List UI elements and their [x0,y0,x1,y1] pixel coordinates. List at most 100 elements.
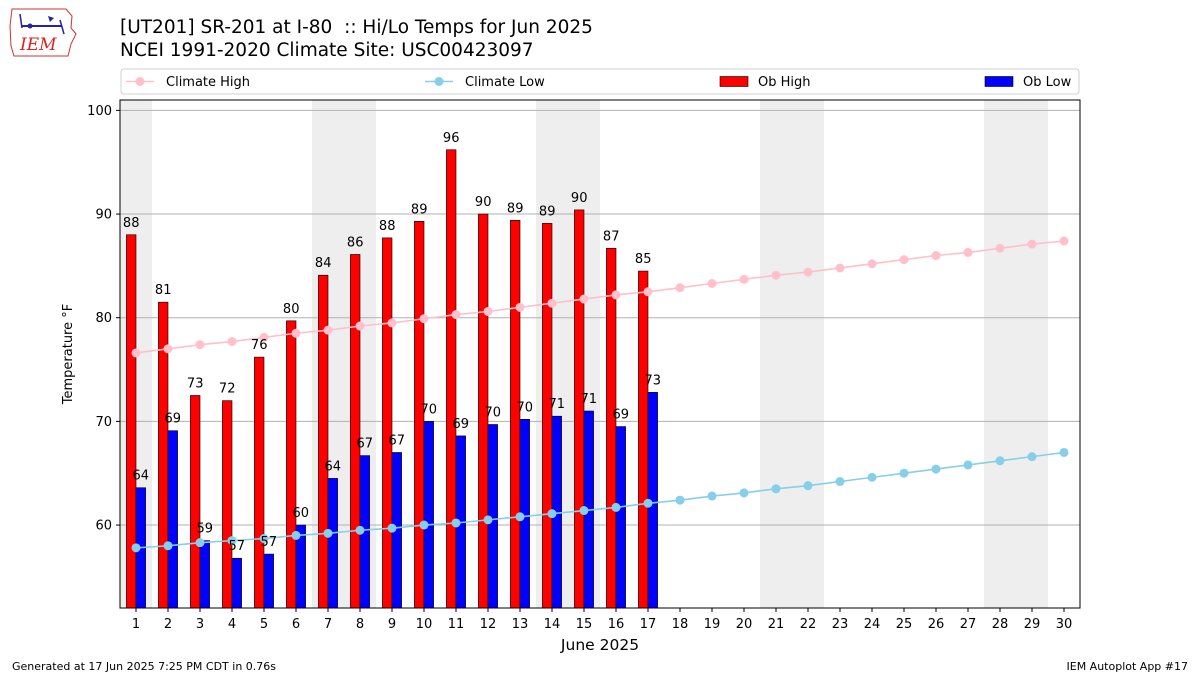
svg-text:IEM: IEM [19,35,57,55]
x-tick-label: 21 [768,617,785,632]
climate-low-point [195,538,205,548]
climate-high-point [739,274,749,284]
ob-high-bar [446,149,457,609]
climate-low-point [739,488,749,498]
climate-high-point [995,243,1005,253]
climate-low-point [419,520,429,530]
iem-logo: IEM [8,6,80,60]
ob-low-value-label: 57 [229,539,246,554]
climate-low-legend-marker [434,77,444,86]
climate-low-point [707,491,717,501]
weekend-shade [1016,100,1048,608]
climate-high-point [963,247,973,257]
climate-low-point [259,534,269,544]
climate-low-line [135,451,1065,549]
ob-high-value-label: 90 [571,191,588,206]
climate-high-point [419,314,429,324]
legend [120,68,1080,95]
climate-high-point [899,255,909,265]
climate-high-point [451,310,461,320]
climate-high-point [163,344,173,354]
climate-high-point [291,328,301,338]
climate-low-point [387,523,397,533]
ob-high-value-label: 72 [219,382,236,397]
y-tick-label: 100 [87,104,112,119]
x-tick-label: 1 [132,617,140,632]
climate-low-point [995,456,1005,466]
weekend-shade [760,100,792,608]
ob-low-value-label: 71 [549,397,566,412]
y-tick-label: 90 [95,208,112,223]
climate-high-point [195,340,205,350]
climate-low-point [483,515,493,525]
ob-high-legend-label: Ob High [758,75,811,90]
climate-high-legend-label: Climate High [166,75,250,90]
climate-high-point [483,306,493,316]
ob-low-value-label: 69 [165,412,182,427]
ob-high-value-label: 73 [187,376,204,391]
weekend-shade [792,100,824,608]
ob-high-value-label: 76 [251,338,268,353]
ob-low-value-label: 64 [325,459,342,474]
x-tick-label: 3 [196,617,204,632]
x-tick-label: 28 [992,617,1009,632]
ob-low-bar [615,426,626,609]
x-tick-label: 5 [260,617,268,632]
x-tick-label: 27 [960,617,977,632]
ob-high-bar [254,356,265,609]
ob-high-value-label: 88 [379,219,396,234]
y-tick-label: 70 [95,415,112,430]
climate-high-point [547,298,557,308]
ob-low-value-label: 67 [357,437,374,452]
ob-high-value-label: 85 [635,252,652,267]
climate-high-point [227,337,237,347]
climate-high-point [355,321,365,331]
ob-high-bar [638,270,649,609]
x-tick-label: 9 [388,617,396,632]
legend-box [120,68,1080,95]
x-tick-label: 6 [292,617,300,632]
climate-low-point [803,481,813,491]
climate-high-line [135,240,1065,354]
x-tick-label: 10 [416,617,433,632]
climate-low-point [579,506,589,516]
ob-high-bar [190,395,201,609]
ob-high-value-label: 89 [411,202,428,217]
climate-high-point [579,294,589,304]
climate-low-point [643,498,653,508]
climate-low-point [867,472,877,482]
ob-low-value-label: 70 [485,405,502,420]
ob-high-value-label: 80 [283,302,300,317]
climate-low-point [771,484,781,494]
ob-low-bar [199,540,210,609]
climate-low-point [611,502,621,512]
x-tick-label: 2 [164,617,172,632]
climate-low-point [515,512,525,522]
x-tick-label: 30 [1056,617,1073,632]
ob-low-legend-label: Ob Low [1023,75,1072,90]
x-tick-label: 7 [324,617,332,632]
footer-app-id: IEM Autoplot App #17 [1066,660,1189,673]
ob-high-value-label: 90 [475,195,492,210]
climate-low-point [963,460,973,470]
climate-high-point [323,325,333,335]
climate-low-point [163,541,173,551]
climate-low-point [835,477,845,487]
climate-high-point [803,267,813,277]
climate-low-point [899,468,909,478]
ob-high-value-label: 86 [347,235,364,250]
climate-low-point [547,509,557,519]
climate-high-point [1059,236,1069,246]
ob-high-bar [382,237,393,609]
ob-high-bar [350,254,361,609]
climate-low-point [675,495,685,505]
ob-high-value-label: 88 [123,216,140,231]
x-tick-label: 16 [608,617,625,632]
climate-low-legend-label: Climate Low [465,75,545,90]
climate-high-point [931,251,941,261]
climate-low-point [1059,447,1069,457]
climate-low-point [227,536,237,546]
ob-low-value-label: 59 [197,522,214,537]
ob-high-bar [542,223,553,609]
